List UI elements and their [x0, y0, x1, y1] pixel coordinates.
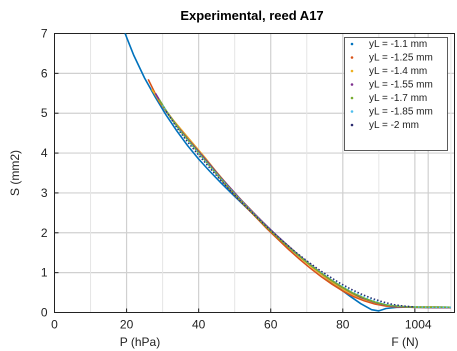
y-tick-label: 6: [41, 66, 48, 80]
x-tick-label-primary: 60: [264, 318, 278, 332]
series-layer: [124, 33, 451, 312]
y-tick-labels: 0 1 2 3 4 5 6 7: [41, 27, 48, 320]
x-tick-label-primary: 100: [405, 318, 425, 332]
x-tick-label-primary: 80: [336, 318, 350, 332]
x-tick-label-primary: 40: [192, 318, 206, 332]
legend-marker: [350, 56, 354, 59]
legend-marker: [350, 96, 354, 100]
y-tick-label: 3: [41, 186, 48, 200]
legend-box: [344, 37, 448, 151]
legend-marker: [350, 69, 354, 73]
y-tick-label: 0: [41, 306, 48, 320]
legend-label: yL = -1.1 mm: [369, 39, 427, 50]
chart-title: Experimental, reed A17: [180, 8, 323, 23]
y-tick-label: 1: [41, 266, 48, 280]
series-line: [162, 104, 451, 308]
y-axis-label: S (mm2): [8, 150, 22, 196]
legend-label: yL = -1.85 mm: [369, 107, 433, 118]
y-tick-label: 2: [41, 226, 48, 240]
y-tick-label: 4: [41, 146, 48, 160]
legend: yL = -1.1 mm yL = -1.25 mm yL = -1.4 mm yL …: [344, 37, 448, 151]
legend-label: yL = -1.55 mm: [369, 80, 433, 91]
y-tick-label: 7: [41, 27, 48, 41]
y-tick-label: 5: [41, 106, 48, 120]
legend-marker: [350, 110, 354, 113]
legend-label: yL = -1.7 mm: [369, 93, 427, 104]
x-tick-label-primary: 20: [120, 318, 134, 332]
x-tick-label-secondary: 4: [425, 318, 432, 332]
plot-frame: [54, 33, 455, 313]
x-axis-label-secondary: F (N): [391, 335, 418, 349]
legend-label: yL = -1.4 mm: [369, 66, 427, 77]
x-tick-labels: 0 20 40 60 80 100 4: [51, 318, 432, 332]
legend-marker: [350, 83, 354, 86]
legend-label: yL = -1.25 mm: [369, 53, 433, 64]
x-tick-label-primary: 0: [51, 318, 58, 332]
legend-marker: [350, 123, 354, 127]
legend-marker: [350, 42, 354, 46]
legend-label: yL = -2 mm: [369, 120, 419, 131]
x-axis-label-primary: P (hPa): [120, 335, 160, 349]
